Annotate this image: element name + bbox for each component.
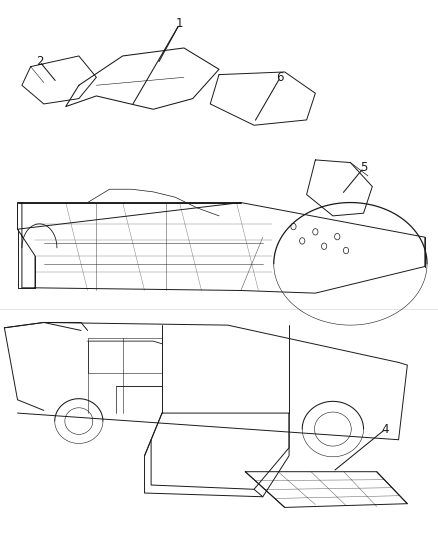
Text: 2: 2: [35, 55, 43, 68]
Text: 6: 6: [276, 71, 284, 84]
Text: 5: 5: [360, 161, 367, 174]
Text: 4: 4: [381, 423, 389, 435]
Text: 1: 1: [176, 18, 184, 30]
